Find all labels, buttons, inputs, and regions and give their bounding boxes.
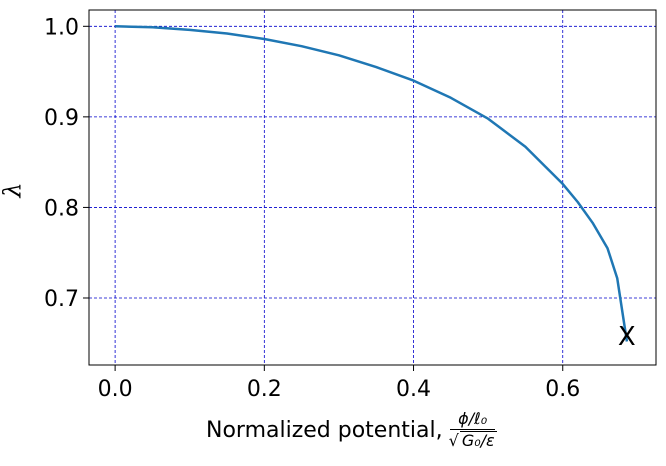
y-axis-label: λ: [0, 182, 27, 198]
y-tick-label: 0.7: [44, 287, 79, 312]
x-axis-label-fraction: ϕ/ℓ₀ √ G₀/ε: [449, 410, 497, 449]
series-layer: [115, 25, 629, 342]
x-axis-label-numerator: ϕ/ℓ₀: [450, 410, 496, 430]
plot-frame: [88, 9, 657, 366]
x-tick-label: 0.0: [98, 377, 133, 402]
axis-ticks: 0.0 0.2 0.4 0.6 0.7 0.8 0.9 1.0: [44, 15, 580, 402]
x-tick-label: 0.6: [545, 377, 580, 402]
y-tick-label: 0.9: [44, 106, 79, 131]
x-axis-label-sqrt-content: G₀/ε: [459, 431, 497, 450]
y-tick-label: 0.8: [44, 196, 79, 221]
y-tick-label: 1.0: [44, 15, 79, 40]
x-axis-label-denominator: √ G₀/ε: [448, 431, 497, 450]
x-axis-label: Normalized potential, ϕ/ℓ₀ √ G₀/ε: [206, 404, 497, 456]
x-axis-label-text: Normalized potential,: [206, 417, 443, 443]
end-point-marker: X: [617, 322, 636, 353]
x-tick-label: 0.4: [396, 377, 431, 402]
grid-lines: [89, 10, 656, 365]
series-line: [115, 25, 629, 342]
x-tick-label: 0.2: [247, 377, 282, 402]
